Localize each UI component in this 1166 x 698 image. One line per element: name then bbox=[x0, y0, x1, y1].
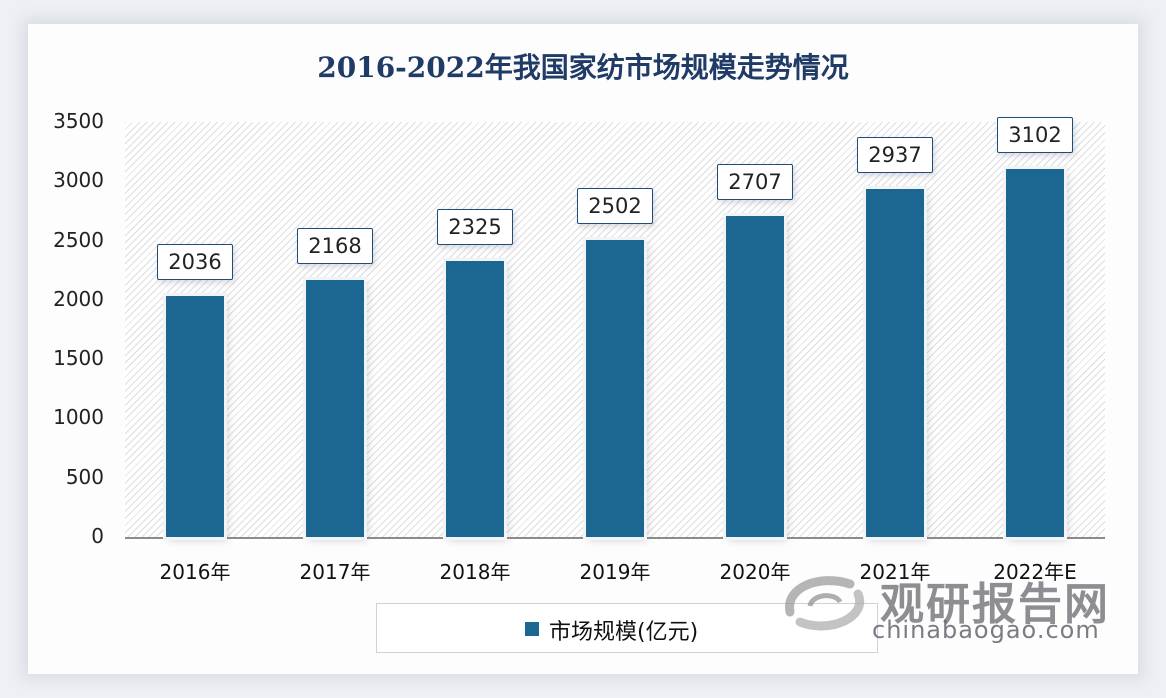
bar bbox=[306, 279, 364, 537]
data-label: 2707 bbox=[717, 164, 793, 201]
bar bbox=[586, 240, 644, 537]
bar bbox=[726, 216, 784, 537]
legend-swatch bbox=[525, 622, 539, 636]
y-tick-label: 1500 bbox=[53, 346, 104, 371]
bar bbox=[166, 295, 224, 537]
data-label: 2036 bbox=[157, 243, 233, 280]
watermark-text-cn: 观研报告网 bbox=[880, 579, 1110, 630]
data-label: 2502 bbox=[577, 188, 653, 225]
watermark-domain: chinabaogao.com bbox=[872, 616, 1100, 644]
x-tick-label: 2021年 bbox=[859, 560, 931, 584]
bar bbox=[866, 188, 924, 537]
x-tick-label: 2020年 bbox=[719, 560, 791, 584]
x-tick-label: 2018年 bbox=[439, 560, 511, 584]
data-label: 3102 bbox=[997, 117, 1073, 154]
y-tick-label: 3500 bbox=[53, 109, 104, 133]
data-label: 2937 bbox=[857, 136, 933, 173]
x-axis-line bbox=[125, 537, 1105, 539]
chart-title: 2016-2022年我国家纺市场规模走势情况 bbox=[317, 51, 849, 84]
x-tick-label: 2022年E bbox=[993, 560, 1077, 584]
y-tick-label: 1000 bbox=[53, 405, 104, 430]
data-label: 2168 bbox=[297, 227, 373, 264]
bar bbox=[446, 261, 504, 537]
bar bbox=[1006, 169, 1064, 537]
legend-label: 市场规模(亿元) bbox=[549, 620, 699, 645]
x-tick-label: 2016年 bbox=[159, 560, 231, 584]
y-tick-label: 500 bbox=[65, 464, 104, 489]
x-tick-label: 2019年 bbox=[579, 560, 651, 584]
y-tick-label: 0 bbox=[91, 524, 104, 548]
y-tick-label: 3000 bbox=[53, 168, 104, 193]
data-label: 2325 bbox=[437, 209, 513, 246]
watermark-logo-icon bbox=[785, 576, 865, 631]
y-tick-label: 2000 bbox=[53, 286, 104, 311]
y-tick-label: 2500 bbox=[53, 227, 104, 252]
x-tick-label: 2017年 bbox=[299, 560, 371, 584]
